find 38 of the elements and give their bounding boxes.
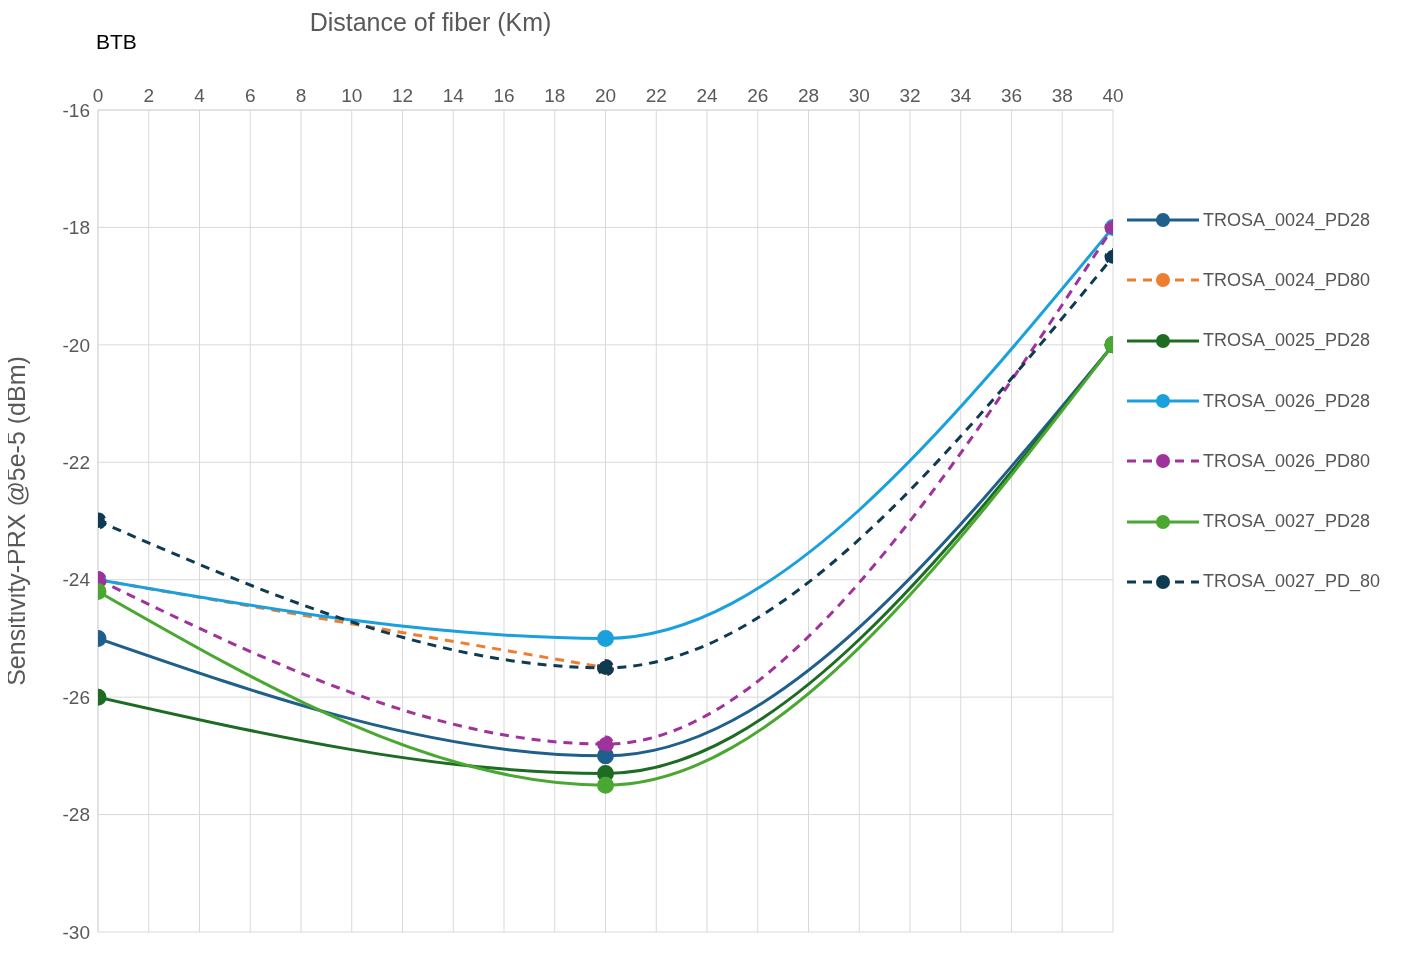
x-tick-label: 38: [1051, 85, 1073, 106]
legend-label: TROSA_0024_PD80: [1203, 269, 1371, 291]
y-tick-label: -30: [62, 921, 90, 943]
x-tick-label: 26: [747, 85, 769, 106]
text: BTB: [96, 30, 137, 54]
x-tick-label: 14: [442, 85, 465, 106]
legend-label: TROSA_0025_PD28: [1203, 330, 1371, 352]
x-tick-label: 8: [295, 85, 307, 106]
x-tick-label: 12: [391, 85, 414, 106]
legend-label: TROSA_0024_PD28: [1203, 209, 1371, 231]
y-tick-label: -28: [62, 804, 90, 826]
y-tick-label: -26: [62, 686, 90, 708]
x-tick-label: 16: [493, 85, 515, 106]
x-tick-label: 2: [143, 85, 155, 106]
x-tick-label: 32: [899, 85, 921, 106]
y-tick-label: -20: [62, 334, 90, 356]
x-tick-label: 10: [341, 85, 363, 106]
legend-label: TROSA_0027_PD28: [1203, 511, 1371, 533]
y-tick-label: -16: [62, 99, 90, 121]
x-axis-title: Distance of fiber (Km): [309, 8, 552, 36]
y-tick-label: -18: [62, 217, 90, 239]
x-tick-label: 24: [696, 85, 718, 106]
x-tick-label: 22: [645, 85, 667, 106]
legend-label: TROSA_0026_PD28: [1203, 390, 1371, 412]
x-tick-label: 20: [594, 85, 617, 106]
y-tick-label: -22: [62, 452, 90, 474]
x-tick-label: 4: [194, 85, 206, 106]
x-tick-label: 36: [1000, 85, 1023, 106]
x-tick-label: 30: [848, 85, 870, 106]
x-tick-label: 40: [1102, 85, 1124, 106]
x-tick-label: 18: [544, 85, 566, 106]
x-tick-label: 6: [244, 85, 256, 106]
x-tick-label: 0: [92, 85, 104, 106]
x-tick-label: 34: [950, 85, 972, 106]
y-tick-label: -24: [62, 569, 91, 591]
legend-label: TROSA_0027_PD_80: [1203, 571, 1381, 593]
x-tick-label: 28: [797, 85, 820, 106]
legend-label: TROSA_0026_PD80: [1203, 450, 1371, 472]
